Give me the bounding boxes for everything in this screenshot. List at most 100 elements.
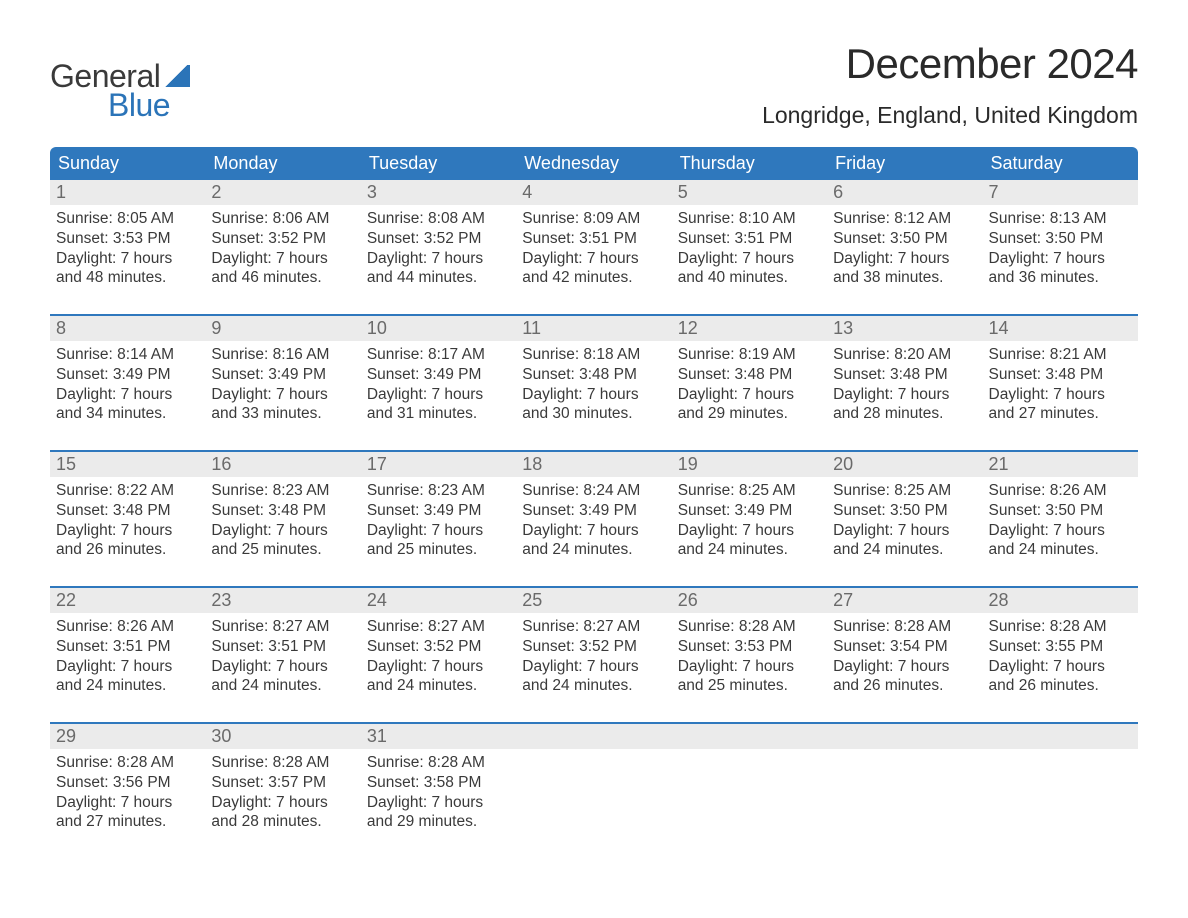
day-number: 12 [678,318,698,338]
day-number: 6 [833,182,843,202]
day-number-row [983,724,1138,749]
day-body: Sunrise: 8:22 AMSunset: 3:48 PMDaylight:… [50,477,205,570]
day-number: 29 [56,726,76,746]
calendar-week: 15 Sunrise: 8:22 AMSunset: 3:48 PMDayligh… [50,450,1138,572]
calendar-day: 17Sunrise: 8:23 AMSunset: 3:49 PMDayligh… [361,452,516,572]
day-number-row: 4 [516,180,671,205]
calendar-day: 3Sunrise: 8:08 AMSunset: 3:52 PMDaylight… [361,180,516,300]
day-number: 9 [211,318,221,338]
day-body: Sunrise: 8:09 AMSunset: 3:51 PMDaylight:… [516,205,671,298]
calendar-day: 12 Sunrise: 8:19 AMSunset: 3:48 PMDayligh… [672,316,827,436]
calendar-day: 28 Sunrise: 8:28 AMSunset: 3:55 PMDayligh… [983,588,1138,708]
calendar-week: 29 Sunrise: 8:28 AMSunset: 3:56 PMDayligh… [50,722,1138,844]
day-body: Sunrise: 8:26 AMSunset: 3:51 PMDaylight:… [50,613,205,706]
day-number-row: 29 [50,724,205,749]
day-number-row: 15 [50,452,205,477]
calendar-day: 15 Sunrise: 8:22 AMSunset: 3:48 PMDayligh… [50,452,205,572]
day-number-row: 8 [50,316,205,341]
day-number: 15 [56,454,76,474]
day-number: 5 [678,182,688,202]
day-number: 11 [522,318,541,338]
calendar-day: 7Sunrise: 8:13 AMSunset: 3:50 PMDaylight… [983,180,1138,300]
day-number-row [516,724,671,749]
calendar-day: 2Sunrise: 8:06 AMSunset: 3:52 PMDaylight… [205,180,360,300]
day-body: Sunrise: 8:20 AMSunset: 3:48 PMDaylight:… [827,341,982,434]
weekday-header: Friday [827,147,982,180]
day-number-row: 1 [50,180,205,205]
calendar-day: 6 Sunrise: 8:12 AMSunset: 3:50 PMDaylight… [827,180,982,300]
day-number-row: 28 [983,588,1138,613]
day-body: Sunrise: 8:28 AMSunset: 3:55 PMDaylight:… [983,613,1138,706]
day-number-row: 7 [983,180,1138,205]
day-number-row: 31 [361,724,516,749]
calendar-day: 16Sunrise: 8:23 AMSunset: 3:48 PMDayligh… [205,452,360,572]
day-number: 27 [833,590,853,610]
day-body: Sunrise: 8:27 AMSunset: 3:52 PMDaylight:… [516,613,671,706]
day-number-row: 23 [205,588,360,613]
calendar-day: 25 Sunrise: 8:27 AMSunset: 3:52 PMDayligh… [516,588,671,708]
day-number-row: 25 [516,588,671,613]
day-body: Sunrise: 8:12 AMSunset: 3:50 PMDaylight:… [827,205,982,298]
day-number-row: 19 [672,452,827,477]
day-number: 13 [833,318,853,338]
day-number-row: 3 [361,180,516,205]
calendar-day: 13 Sunrise: 8:20 AMSunset: 3:48 PMDayligh… [827,316,982,436]
day-body: Sunrise: 8:18 AMSunset: 3:48 PMDaylight:… [516,341,671,434]
day-number-row: 12 [672,316,827,341]
calendar-day [983,724,1138,844]
calendar-week: 1 Sunrise: 8:05 AMSunset: 3:53 PMDaylight… [50,180,1138,300]
day-number: 25 [522,590,542,610]
day-number-row: 2 [205,180,360,205]
day-number: 21 [989,454,1009,474]
day-number: 19 [678,454,698,474]
day-number-row: 17 [361,452,516,477]
calendar-day: 31Sunrise: 8:28 AMSunset: 3:58 PMDayligh… [361,724,516,844]
day-number-row: 24 [361,588,516,613]
calendar-day: 18Sunrise: 8:24 AMSunset: 3:49 PMDayligh… [516,452,671,572]
calendar-day: 8Sunrise: 8:14 AMSunset: 3:49 PMDaylight… [50,316,205,436]
day-body: Sunrise: 8:17 AMSunset: 3:49 PMDaylight:… [361,341,516,434]
calendar: SundayMondayTuesdayWednesdayThursdayFrid… [50,147,1138,844]
day-number: 24 [367,590,387,610]
calendar-day: 14 Sunrise: 8:21 AMSunset: 3:48 PMDayligh… [983,316,1138,436]
calendar-day: 20Sunrise: 8:25 AMSunset: 3:50 PMDayligh… [827,452,982,572]
day-number-row: 20 [827,452,982,477]
day-number-row: 26 [672,588,827,613]
day-body: Sunrise: 8:28 AMSunset: 3:53 PMDaylight:… [672,613,827,706]
day-body: Sunrise: 8:28 AMSunset: 3:56 PMDaylight:… [50,749,205,842]
day-number: 30 [211,726,231,746]
weekday-header: Thursday [672,147,827,180]
calendar-day: 27 Sunrise: 8:28 AMSunset: 3:54 PMDayligh… [827,588,982,708]
day-number-row: 18 [516,452,671,477]
day-number: 4 [522,182,532,202]
day-number: 28 [989,590,1009,610]
logo-blue-text: Blue [108,87,170,124]
day-body: Sunrise: 8:16 AMSunset: 3:49 PMDaylight:… [205,341,360,434]
calendar-day: 5Sunrise: 8:10 AMSunset: 3:51 PMDaylight… [672,180,827,300]
day-body: Sunrise: 8:21 AMSunset: 3:48 PMDaylight:… [983,341,1138,434]
day-number: 2 [211,182,221,202]
day-number: 23 [211,590,231,610]
calendar-day: 23Sunrise: 8:27 AMSunset: 3:51 PMDayligh… [205,588,360,708]
day-number: 16 [211,454,231,474]
day-number-row: 27 [827,588,982,613]
day-body: Sunrise: 8:19 AMSunset: 3:48 PMDaylight:… [672,341,827,434]
day-number: 1 [56,182,66,202]
day-body: Sunrise: 8:05 AMSunset: 3:53 PMDaylight:… [50,205,205,298]
calendar-day: 30 Sunrise: 8:28 AMSunset: 3:57 PMDayligh… [205,724,360,844]
day-number: 10 [367,318,387,338]
logo-flag-icon [164,65,190,87]
day-number: 26 [678,590,698,610]
day-body: Sunrise: 8:25 AMSunset: 3:49 PMDaylight:… [672,477,827,570]
day-number: 8 [56,318,66,338]
location-subtitle: Longridge, England, United Kingdom [762,102,1138,129]
day-number: 18 [522,454,542,474]
day-body: Sunrise: 8:28 AMSunset: 3:57 PMDaylight:… [205,749,360,842]
day-number: 14 [989,318,1009,338]
day-number-row: 21 [983,452,1138,477]
day-body: Sunrise: 8:13 AMSunset: 3:50 PMDaylight:… [983,205,1138,298]
calendar-day: 9 Sunrise: 8:16 AMSunset: 3:49 PMDaylight… [205,316,360,436]
page-title: December 2024 [762,40,1138,88]
calendar-day: 22Sunrise: 8:26 AMSunset: 3:51 PMDayligh… [50,588,205,708]
day-body: Sunrise: 8:28 AMSunset: 3:54 PMDaylight:… [827,613,982,706]
